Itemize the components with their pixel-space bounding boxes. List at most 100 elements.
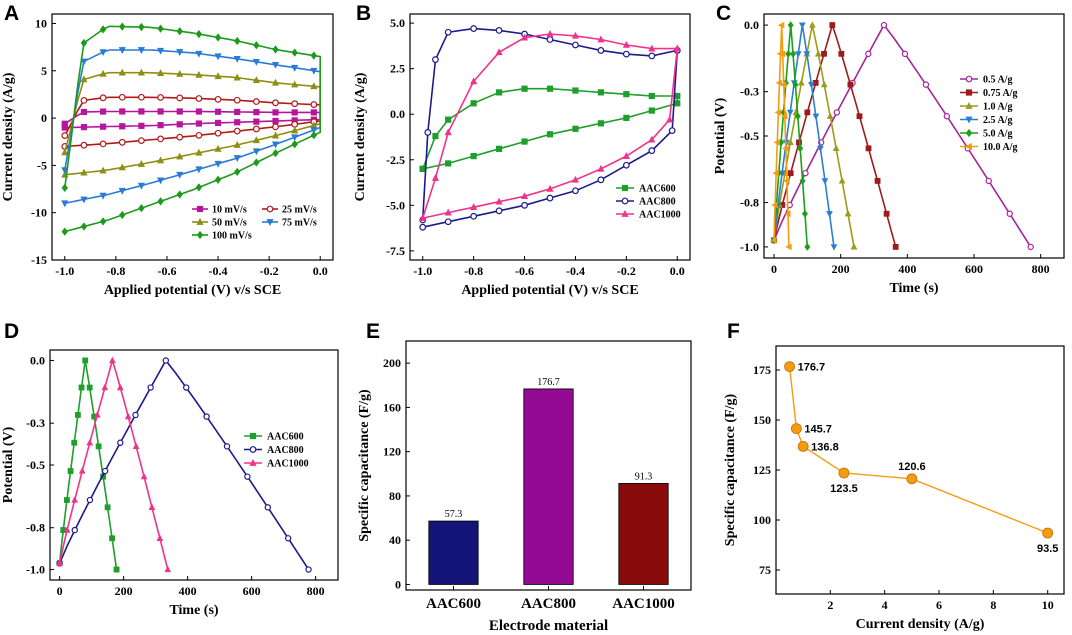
panel-d-xtick-label: 200 <box>115 584 133 598</box>
panel-a-legend-label: 50 mV/s <box>212 218 247 229</box>
panel-c-point <box>874 177 881 184</box>
panel-d-point <box>117 439 124 446</box>
panel-b-series-line <box>421 87 679 170</box>
panel-a-point <box>99 217 107 226</box>
panel-a-point <box>118 68 126 76</box>
panel-a-point <box>252 136 260 144</box>
panel-a-point <box>119 22 126 31</box>
panel-c-point <box>901 50 909 58</box>
panel-f-ytick-label: 125 <box>753 463 771 477</box>
panel-e-bar-value-label: 176.7 <box>537 377 560 388</box>
panel-a-point <box>310 82 318 90</box>
panel-a-plot-frame <box>51 13 334 261</box>
panel-a-legend-label: 10 mV/s <box>212 205 247 216</box>
panel-a-point <box>119 123 126 130</box>
panel-b-plot-frame <box>409 13 691 261</box>
panel-d-series-2 <box>56 356 172 573</box>
panel-b-point <box>648 92 655 100</box>
panel-c-ytick-label: -1.0 <box>740 240 759 254</box>
panel-e-ytick-label: 40 <box>389 533 401 547</box>
panel-a-point <box>195 131 203 139</box>
panel-c-point <box>847 81 854 88</box>
panel-c-point <box>838 50 845 57</box>
panel-d-legend-label: AAC800 <box>267 445 304 456</box>
panel-a-point <box>80 38 88 48</box>
panel-b-point <box>674 100 681 107</box>
panel-c-point <box>801 209 808 218</box>
panel-b-series-0 <box>419 85 681 172</box>
panel-c-plot-frame <box>763 13 1065 259</box>
panel-a-ytick-label: -10 <box>31 206 47 220</box>
panel-a-ytick-label: -15 <box>31 253 47 267</box>
panel-d-point <box>148 503 156 510</box>
panel-a-point <box>291 109 298 116</box>
panel-b-point <box>546 36 554 43</box>
panel-b-point <box>666 115 674 123</box>
panel-a-point <box>271 141 280 149</box>
panel-b-point <box>419 165 426 172</box>
panel-c-point <box>856 113 863 120</box>
panel-c-point <box>812 113 820 120</box>
panel-b-point <box>445 160 452 167</box>
panel-e-ylabel: Specific capacitance (F/g) <box>357 389 372 542</box>
panel-c-point <box>787 21 794 29</box>
panel-b-point <box>445 116 452 123</box>
panel-d-xtick-label: 0 <box>57 584 63 598</box>
panel-a-legend-marker <box>266 205 274 213</box>
panel-f-point <box>784 361 795 373</box>
panel-d-legend: AAC600 AAC800 AAC1000 <box>244 432 309 470</box>
panel-a-point <box>271 61 280 69</box>
panel-e-bar <box>428 520 479 585</box>
panel-a-point <box>195 148 203 156</box>
panel-f-xtick-label: 6 <box>936 598 942 612</box>
panel-c-xtick-label: 400 <box>898 262 916 276</box>
panel-a-point <box>99 25 107 34</box>
panel-b-xtick-label: -0.8 <box>464 264 483 278</box>
panel-b-point <box>572 41 579 49</box>
panel-a-point <box>272 149 279 158</box>
panel-d-point <box>101 467 109 475</box>
panel-a-point <box>214 175 222 184</box>
panel-a-point <box>80 96 88 104</box>
panel-b-point <box>470 77 478 85</box>
panel-c-point <box>787 170 794 177</box>
panel-b-point <box>648 147 656 155</box>
panel-f-series-line <box>788 366 1048 534</box>
panel-c-point <box>943 113 951 120</box>
panel-c-axes: 0 200 400 600 800 0.0 -0.3 -0.5 -0.8 -1.0 Time (s)… <box>713 13 1065 296</box>
panel-f-xtick-label: 2 <box>827 598 833 612</box>
panel-a-point <box>195 29 203 39</box>
panel-b-point <box>470 100 477 107</box>
panel-b-ytick-label: -5.0 <box>386 198 405 212</box>
panel-a-point <box>118 163 126 171</box>
panel-e-ytick-label: 200 <box>383 356 401 370</box>
panel-a-point <box>61 200 69 208</box>
panel-f-point <box>797 440 809 452</box>
panel-a-point <box>233 55 241 63</box>
panel-d-point <box>140 472 148 480</box>
panel-a-point <box>310 109 317 116</box>
panel-a-point <box>157 135 164 143</box>
panel-b-xtick-label: -0.2 <box>617 264 636 278</box>
panel-a-point <box>80 141 88 149</box>
panel-d-ytick-label: -0.3 <box>26 416 45 430</box>
panel-d-legend-label: AAC1000 <box>267 459 309 470</box>
panel-b-point <box>424 129 432 136</box>
panel-a-point <box>61 148 69 156</box>
panel-a-legend-label: 75 mV/s <box>282 218 317 229</box>
panel-c-legend-marker <box>964 142 972 151</box>
panel-c-point <box>820 80 828 88</box>
panel-c-point <box>850 243 858 250</box>
panel-letter-a: A <box>4 2 20 25</box>
panel-b-series-2 <box>419 30 681 221</box>
panel-b-xlabel: Applied potential (V) v/s SCE <box>461 283 638 298</box>
panel-c-ytick-label: -0.3 <box>740 85 759 99</box>
panel-a-point <box>195 70 203 78</box>
panel-f-axes: 2 4 6 8 10 75 100 125 150 175 Current density (A/g… <box>723 345 1065 632</box>
panel-d-point <box>78 384 85 391</box>
panel-b-point <box>546 30 554 37</box>
panel-a-point <box>253 41 260 50</box>
panel-a-point <box>99 140 107 148</box>
panel-d-ylabel: Potential (V) <box>1 426 16 503</box>
panel-c-point <box>865 145 872 152</box>
